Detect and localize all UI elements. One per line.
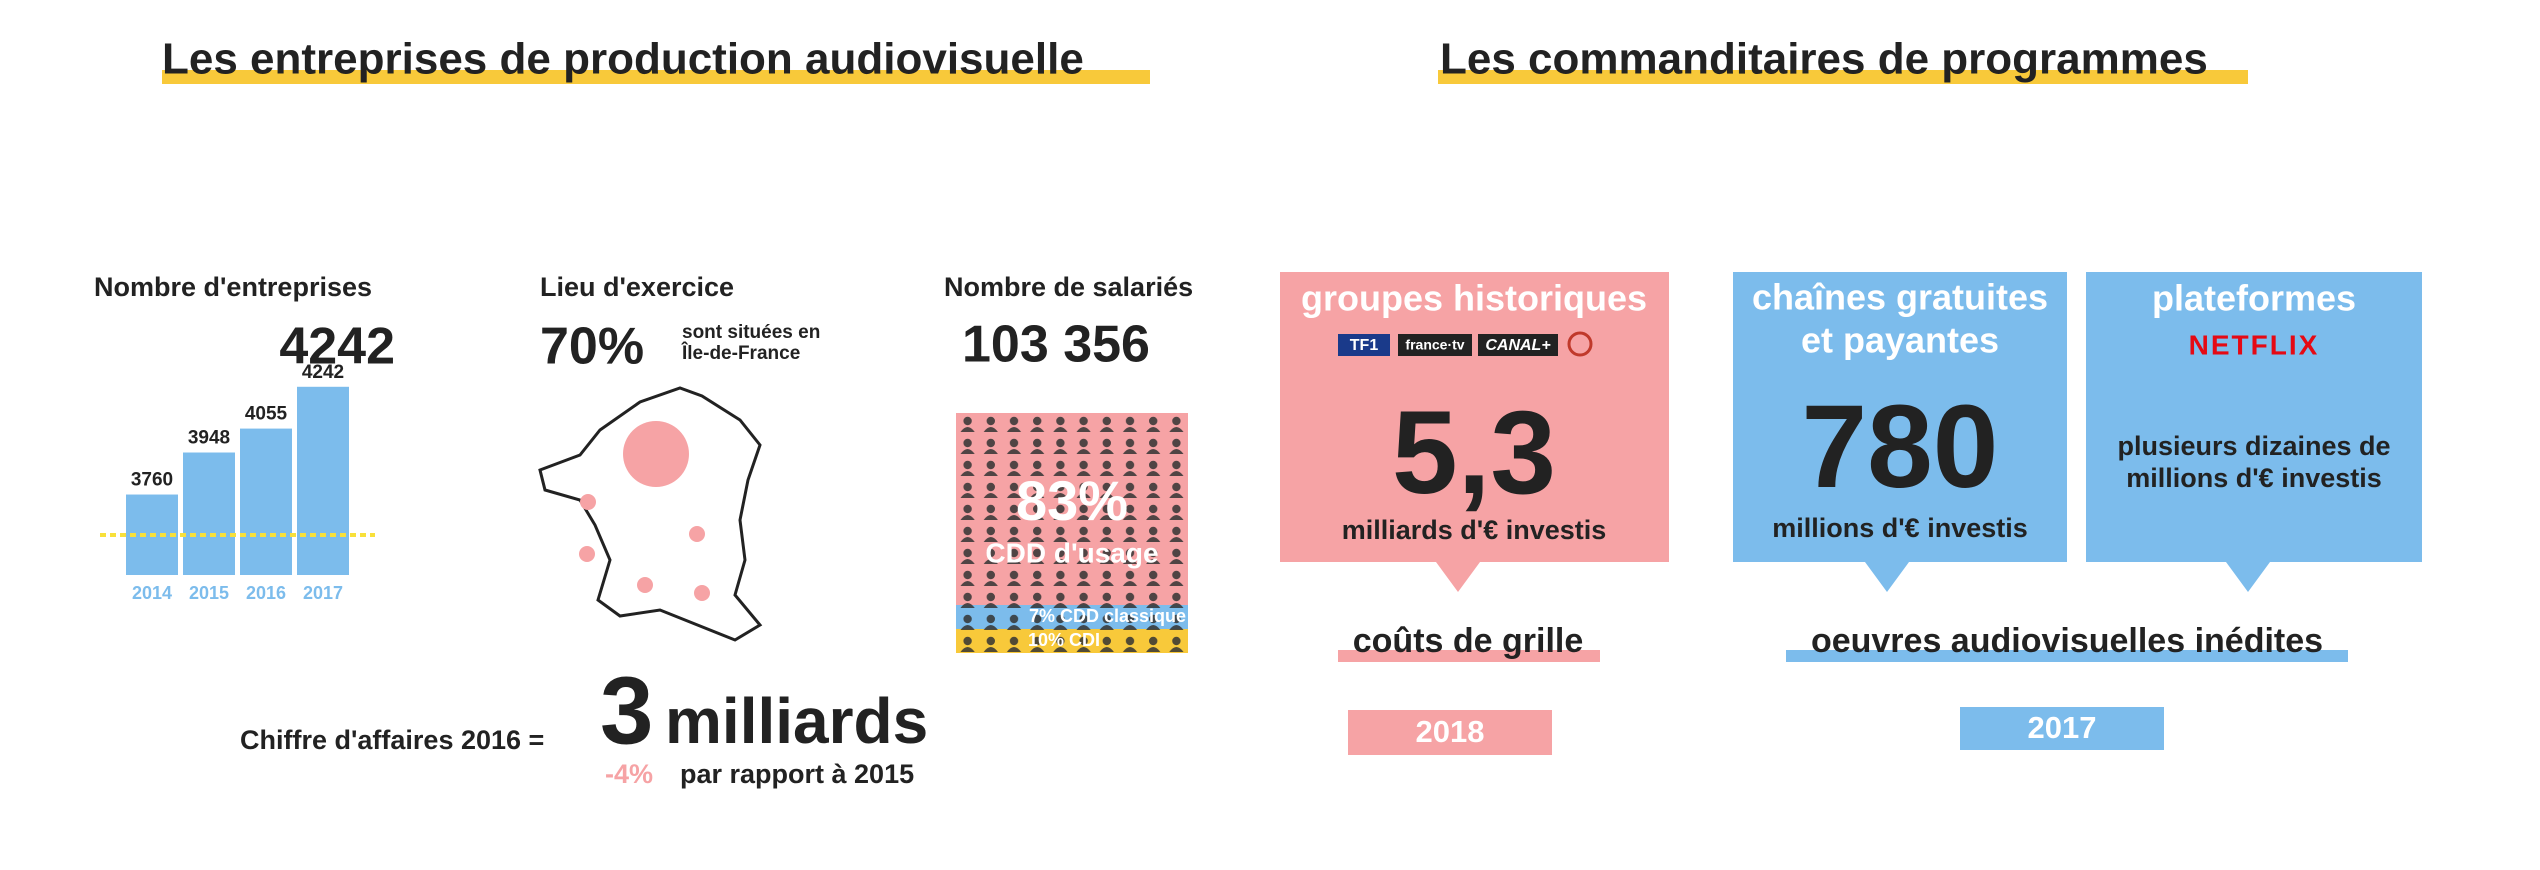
x-tick-label: 2017 [303,583,343,603]
band-label: 7% CDD classique [1029,606,1186,626]
map-dot [580,494,596,510]
logo-bg [1398,334,1472,356]
map-dot [623,421,689,487]
note: Île-de-France [681,342,800,364]
change: -4% [605,759,653,789]
share: 83% [1016,469,1128,532]
title-underline [1438,70,2248,84]
chart-title: Nombre d'entreprises [94,272,372,302]
logo: NETFLIX [2189,329,2320,360]
x-tick-label: 2016 [246,583,286,603]
year-box [1348,710,1552,755]
bar [183,452,235,575]
title-underline [162,70,1150,84]
logo-bg [1478,334,1558,356]
value-label: 3948 [188,428,230,449]
value-label: 4055 [245,404,288,425]
amount: 780 [1802,381,1999,513]
bar-chart: 3760 2014 3948 2015 4055 2016 4242 2017 [100,362,375,603]
band-label: 10% CDI [1028,630,1100,650]
label-underline [1338,650,1600,662]
big-number: 4242 [279,318,395,376]
box-title: chaînes gratuites [1752,277,2048,318]
amount-note: millions d'€ investis [1772,513,2028,543]
change-note: par rapport à 2015 [680,759,914,789]
amount-note: milliards d'€ investis [1342,515,1607,545]
bar [297,386,349,575]
left-title: Les entreprises de production audiovisue… [162,35,1084,84]
revenue-unit: milliards [665,685,928,757]
logo: CANAL+ [1485,337,1550,354]
section-title: Lieu d'exercice [540,272,734,302]
share: 70% [540,318,644,376]
map-dot [637,577,653,593]
people-icons [956,413,1188,653]
works-label: oeuvres audiovisuelles inédites [1811,622,2323,660]
map-dot [694,585,710,601]
label-underline [1786,650,2348,662]
map-dot [689,526,705,542]
year-box [1960,707,2164,750]
france-map [538,386,763,642]
label: CDD d'usage [985,537,1158,568]
logo: france·tv [1405,337,1464,353]
revenue-number: 3 [600,657,653,764]
box-title: et payantes [1801,320,1999,361]
note: sont situées en [682,322,820,343]
sponsor-box [1733,272,2067,592]
box-title: plateformes [2152,278,2356,319]
year: 2018 [1416,714,1485,749]
section-title: Nombre de salariés [944,272,1193,302]
map-dot [579,546,595,562]
revenue-label: Chiffre d'affaires 2016 = [240,725,544,755]
value-label: 3760 [131,470,173,491]
value-label: 4242 [302,362,344,383]
total: 103 356 [962,316,1150,374]
bar [240,428,292,575]
amount-note: millions d'€ investis [2126,463,2382,493]
logo: TF1 [1350,337,1379,354]
cost-label: coûts de grille [1353,622,1584,660]
logo-mark [1567,331,1593,357]
box-title: groupes historiques [1301,278,1647,319]
year: 2017 [2028,710,2097,745]
x-tick-label: 2015 [189,583,229,603]
amount-note: plusieurs dizaines de [2117,431,2390,461]
logo-bg [1338,334,1390,356]
right-title: Les commanditaires de programmes [1440,35,2208,84]
x-tick-label: 2014 [132,583,172,603]
amount: 5,3 [1392,387,1556,519]
sponsor-box [2086,272,2422,592]
